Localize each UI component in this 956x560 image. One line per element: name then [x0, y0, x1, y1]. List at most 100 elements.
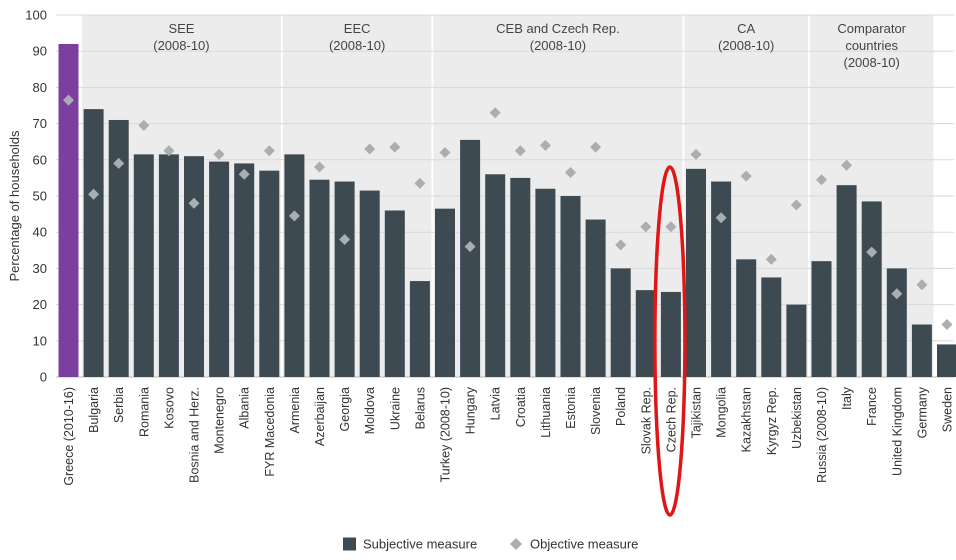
- point-turkey-2008-10: [439, 147, 451, 159]
- category-label-moldova: Moldova: [363, 387, 377, 434]
- bar-serbia: [108, 119, 129, 377]
- point-mongolia: [715, 212, 727, 224]
- point-fyr-macedonia: [263, 145, 275, 157]
- point-slovenia: [590, 141, 602, 153]
- group-label-eec-line-2: (2008-10): [329, 38, 385, 53]
- category-label-romania: Romania: [137, 387, 151, 437]
- point-ukraine: [389, 141, 401, 153]
- point-lithuania: [539, 139, 551, 151]
- point-azerbaijan: [314, 161, 325, 173]
- point-kazakhstan: [740, 170, 752, 182]
- group-label-ca-line-1: CA: [737, 21, 755, 36]
- point-hungary: [464, 241, 476, 253]
- point-montenegro: [213, 148, 225, 160]
- category-label-kazakhstan: Kazakhstan: [740, 387, 754, 452]
- category-label-lithuania: Lithuania: [539, 387, 553, 438]
- point-sweden: [941, 319, 953, 331]
- category-labels: Greece (2010-16) Bulgaria Serbia Romania Kos…: [62, 386, 955, 485]
- legend-label-subjective: Subjective measure: [363, 537, 477, 552]
- y-tick-label-30: 30: [33, 261, 47, 276]
- y-tick-label-70: 70: [33, 116, 47, 131]
- category-label-france: France: [865, 387, 879, 426]
- bar-armenia: [284, 154, 305, 377]
- category-label-bulgaria: Bulgaria: [87, 387, 101, 433]
- y-tick-label-0: 0: [40, 370, 47, 385]
- category-label-slovak-rep: Slovak Rep.: [639, 387, 653, 454]
- objective-points: [63, 94, 953, 331]
- point-belarus: [414, 177, 426, 189]
- bar-kyrgyz-rep: [761, 277, 782, 377]
- category-label-armenia: Armenia: [288, 387, 302, 434]
- point-armenia: [288, 210, 300, 222]
- group-label-see-line-2: (2008-10): [153, 38, 209, 53]
- y-tick-label-20: 20: [33, 297, 47, 312]
- highlight-ellipse: [653, 165, 687, 517]
- category-label-ukraine: Ukraine: [388, 387, 402, 430]
- category-label-kosovo: Kosovo: [162, 387, 176, 429]
- bar-lithuania: [535, 188, 556, 377]
- category-label-kyrgyz-rep: Kyrgyz Rep.: [765, 387, 779, 455]
- point-greece-2010-16: [63, 94, 74, 106]
- category-label-tajikistan: Tajikistan: [690, 387, 704, 438]
- bar-germany: [911, 324, 932, 377]
- group-labels: SEE (2008-10) EEC (2008-10) CEB and Czech Re…: [153, 21, 906, 70]
- point-italy: [841, 159, 853, 171]
- bar-estonia: [560, 196, 581, 377]
- y-tick-label-90: 90: [33, 44, 47, 59]
- group-label-eec-line-1: EEC: [344, 21, 371, 36]
- y-axis: 0 10 20 30 40 50 60 70 80 90 100: [25, 8, 47, 385]
- group-label-ceb-and-czech-rep-line-2: (2008-10): [530, 38, 586, 53]
- category-label-greece-2010-16: Greece (2010-16): [62, 387, 76, 486]
- bar-poland: [610, 268, 631, 377]
- bar-azerbaijan: [309, 179, 330, 377]
- point-bosnia-and-herz: [188, 197, 200, 209]
- category-label-belarus: Belarus: [413, 387, 427, 429]
- point-united-kingdom: [891, 288, 903, 300]
- bar-hungary: [460, 139, 481, 377]
- category-label-azerbaijan: Azerbaijan: [313, 387, 327, 446]
- category-label-poland: Poland: [614, 387, 628, 426]
- legend-swatch-subjective: [343, 537, 356, 551]
- point-germany: [916, 279, 928, 291]
- bar-kosovo: [158, 154, 179, 377]
- category-label-bosnia-and-herz: Bosnia and Herz.: [188, 387, 202, 483]
- category-label-sweden: Sweden: [941, 387, 955, 432]
- y-tick-label-10: 10: [33, 333, 47, 348]
- bar-ukraine: [384, 210, 405, 377]
- category-label-estonia: Estonia: [564, 387, 578, 429]
- y-tick-label-40: 40: [33, 225, 47, 240]
- point-slovak-rep: [640, 221, 652, 233]
- point-russia-2008-10: [816, 174, 827, 186]
- group-label-comparator-line-3: (2008-10): [844, 55, 900, 70]
- category-label-fyr-macedonia: FYR Macedonia: [263, 387, 277, 477]
- bar-italy: [836, 185, 857, 377]
- bar-croatia: [510, 177, 531, 377]
- y-axis-label: Percentage of households: [7, 130, 22, 282]
- category-label-albania: Albania: [238, 387, 252, 429]
- bar-mongolia: [711, 181, 732, 377]
- point-czech-rep: [665, 221, 677, 233]
- point-uzbekistan: [790, 199, 802, 211]
- point-poland: [615, 239, 627, 251]
- bar-turkey-2008-10: [435, 208, 455, 377]
- bar-bosnia-and-herz: [184, 156, 204, 377]
- bar-slovenia: [585, 219, 606, 377]
- category-label-slovenia: Slovenia: [589, 387, 603, 435]
- bar-kazakhstan: [736, 259, 757, 377]
- bar-moldova: [359, 190, 380, 377]
- bar-slovak-rep: [635, 290, 656, 377]
- bar-montenegro: [209, 161, 230, 377]
- point-serbia: [113, 157, 125, 169]
- bar-bulgaria: [83, 109, 104, 378]
- point-moldova: [364, 143, 376, 155]
- category-label-italy: Italy: [840, 386, 854, 410]
- point-albania: [238, 168, 250, 180]
- bar-czech-rep: [660, 291, 681, 377]
- bar-uzbekistan: [786, 304, 807, 377]
- bar-latvia: [485, 174, 506, 377]
- legend-swatch-objective: [510, 538, 522, 550]
- y-tick-label-80: 80: [33, 80, 47, 95]
- bar-fyr-macedonia: [259, 170, 280, 377]
- category-label-hungary: Hungary: [464, 386, 478, 434]
